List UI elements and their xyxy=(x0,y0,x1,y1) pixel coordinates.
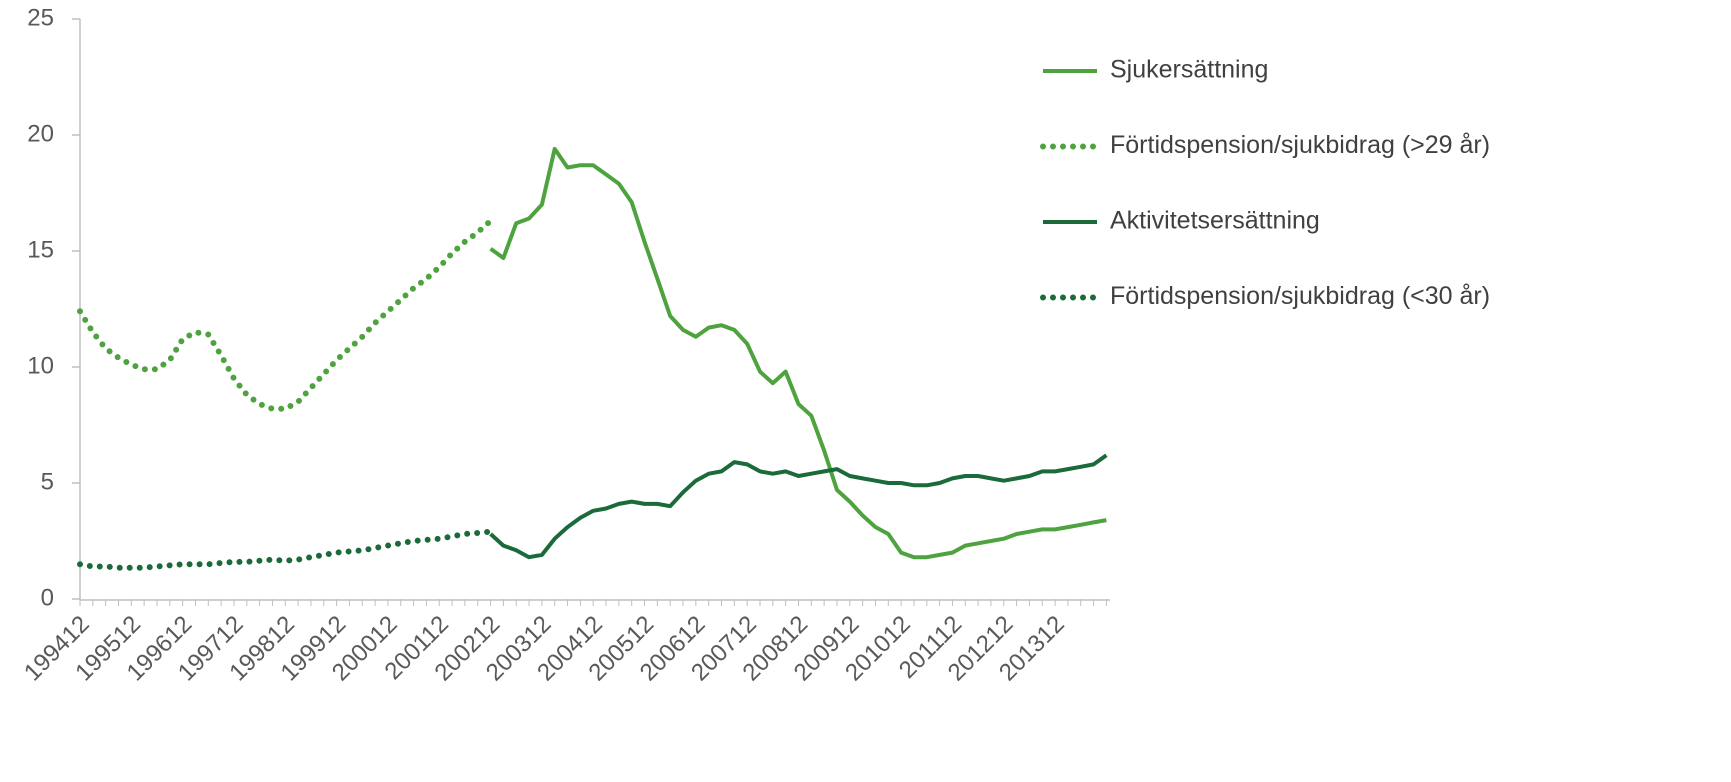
legend-label: Förtidspension/sjukbidrag (<30 år) xyxy=(1110,282,1490,310)
y-tick-label: 0 xyxy=(41,584,54,611)
y-tick-label: 25 xyxy=(27,4,54,31)
legend-label: Aktivitetsersättning xyxy=(1110,207,1320,235)
y-tick-label: 15 xyxy=(27,236,54,263)
legend-label: Förtidspension/sjukbidrag (>29 år) xyxy=(1110,131,1490,159)
series-line xyxy=(489,453,1108,560)
series-line xyxy=(489,146,1107,560)
series-line xyxy=(77,528,494,571)
legend-label: Sjukersättning xyxy=(1110,56,1268,84)
y-tick-label: 5 xyxy=(41,468,54,495)
y-tick-label: 10 xyxy=(27,352,54,379)
series-line xyxy=(77,217,494,412)
y-tick-label: 20 xyxy=(27,120,54,147)
